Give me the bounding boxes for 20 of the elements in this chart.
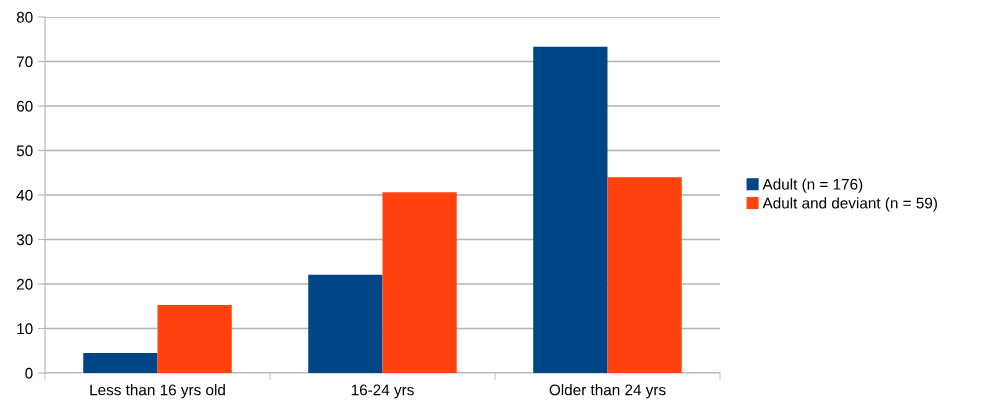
y-tick-label: 50 [16,145,33,157]
y-tick-label: 20 [16,278,33,290]
y-tick-label: 80 [16,11,33,23]
x-tick-label: 16-24 yrs [351,384,414,399]
bar [83,352,158,373]
y-tick-label: 70 [16,56,33,68]
bar [308,274,383,373]
x-tick-label: Older than 24 yrs [549,384,666,399]
legend-label: Adult and deviant (n = 59) [762,197,937,212]
legend-label: Adult (n = 176) [762,178,863,193]
y-tick-label: 0 [25,367,33,379]
y-tick-label: 10 [17,323,33,335]
bar [382,192,457,373]
x-tick-label: Less than 16 yrs old [90,384,225,399]
bar [157,304,232,373]
bar [533,46,608,373]
y-tick-label: 30 [16,234,33,246]
y-tick-label: 40 [16,189,33,201]
y-tick-label: 60 [16,100,33,112]
bar [607,177,682,373]
